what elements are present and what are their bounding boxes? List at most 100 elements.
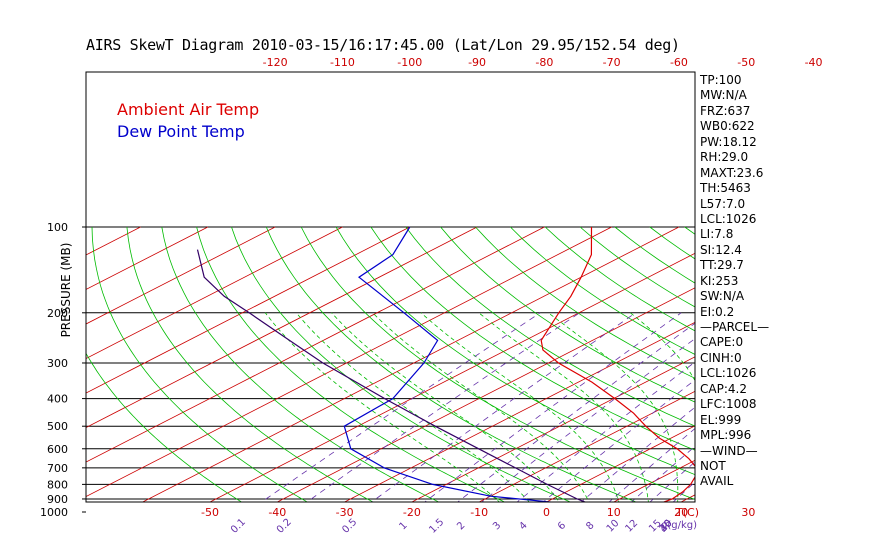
temperature-line [540, 226, 695, 502]
sounding-index-item: MPL:996 [700, 428, 752, 443]
mixing-ratio-tick-label: 4 [517, 520, 529, 532]
dry-adiabat-line [335, 226, 695, 476]
dry-adiabat-line [370, 226, 695, 451]
y-axis-label: PRESSURE (MB) [59, 242, 73, 338]
dry-adiabat-line [300, 226, 695, 500]
sounding-index-item: TT:29.7 [700, 258, 744, 273]
dry-adiabat-line [126, 226, 374, 502]
mixing-ratio-line [424, 312, 682, 502]
mixing-ratio-line [580, 406, 695, 502]
top-temp-tick-label: -120 [263, 56, 288, 69]
bottom-temp-tick-label: 20 [674, 506, 688, 519]
top-temp-tick-label: -60 [670, 56, 688, 69]
isotherm-line [86, 226, 612, 498]
mixing-ratio-line [516, 361, 695, 502]
sounding-index-item: EI:0.2 [700, 304, 735, 319]
dry-adiabat-line [440, 226, 695, 403]
sounding-index-item: TP:100 [700, 73, 742, 87]
mixing-ratio-line [672, 481, 695, 502]
bottom-temp-tick-label: 10 [607, 506, 621, 519]
pressure-tick-label: 500 [47, 420, 68, 433]
dry-adiabat-line [859, 227, 870, 518]
dry-adiabat-line [265, 226, 638, 502]
isotherm-line [0, 227, 6, 518]
isotherm-line [86, 226, 478, 428]
bottom-temp-tick-label: -50 [201, 506, 219, 519]
mixing-ratio-tick-label: 10 [605, 518, 622, 535]
sounding-index-item: EL:999 [700, 412, 742, 427]
dry-adiabat-line [510, 226, 695, 355]
mixing-ratio-line [649, 461, 695, 502]
top-temp-tick-label: -90 [468, 56, 486, 69]
dry-adiabat-line [824, 227, 870, 518]
mixing-ratio-line [260, 312, 541, 502]
pressure-tick-label: 1000 [40, 506, 68, 519]
sounding-index-item: PW:18.12 [700, 134, 757, 149]
sounding-index-item: FRZ:637 [700, 103, 751, 118]
sounding-index-item: L57:7.0 [700, 196, 746, 211]
dry-adiabat-line [86, 352, 243, 502]
moist-adiabat-line [372, 312, 590, 502]
bottom-temp-tick-label: -40 [268, 506, 286, 519]
isotherm-line [276, 287, 695, 502]
sounding-index-item: KI:253 [700, 273, 739, 288]
bottom-temp-tick-label: 0 [543, 506, 550, 519]
dry-adiabat-line [475, 226, 695, 379]
dry-adiabat-line [196, 226, 506, 502]
sounding-index-item: CAPE:0 [700, 335, 744, 350]
moist-adiabat-line [420, 312, 620, 502]
mixing-ratio-tick-label: 8 [584, 520, 596, 532]
mixing-ratio-tick-label: 1.5 [427, 517, 446, 536]
top-temp-tick-label: -100 [397, 56, 422, 69]
bottom-temp-tick-label: -10 [470, 506, 488, 519]
isotherm-line [612, 459, 695, 502]
pressure-tick-label: 300 [47, 357, 68, 370]
sounding-index-item: CINH:0 [700, 350, 742, 365]
sounding-indices: TP:100 MW:N/A FRZ:637 WB0:622 PW:18.12 RH:29.… [700, 73, 790, 490]
sounding-index-item: LFC:1008 [700, 397, 757, 412]
isotherm-line [209, 252, 695, 502]
bottom-temp-tick-label: -20 [403, 506, 421, 519]
moist-adiabat-line [264, 312, 500, 502]
isotherm-line [784, 227, 870, 518]
bottom-temp-tick-label: 30 [741, 506, 755, 519]
mixing-ratio-line [630, 445, 695, 502]
dry-adiabat-line [231, 226, 572, 502]
sounding-index-item: SW:N/A [700, 289, 745, 304]
pressure-tick-label: 700 [47, 462, 68, 475]
top-temp-tick-label: -50 [737, 56, 755, 69]
plot-frame [85, 71, 696, 503]
sounding-index-item: AVAIL [700, 474, 734, 489]
sounding-index-item: CAP:4.2 [700, 381, 747, 396]
sounding-index-item: RH:29.0 [700, 150, 749, 165]
sounding-index-item: —PARCEL— [700, 320, 770, 334]
dry-adiabat-line [789, 227, 870, 518]
pressure-tick-label: 900 [47, 493, 68, 506]
moist-adiabat-line [478, 312, 649, 502]
grid-lines [0, 226, 870, 518]
mixing-ratio-line [608, 428, 695, 502]
isotherm-line [141, 226, 680, 502]
mixing-ratio-tick-label: 2 [455, 520, 467, 532]
pressure-tick-label: 400 [47, 393, 68, 406]
pressure-tick-label: 100 [47, 221, 68, 234]
moist-adiabat-line [629, 312, 695, 382]
top-temp-tick-label: -80 [535, 56, 553, 69]
mixing-ratio-tick-label: 0.5 [340, 517, 359, 536]
sounding-index-item: SI:12.4 [700, 242, 742, 257]
bottom-temp-tick-label: -30 [336, 506, 354, 519]
sounding-index-item: LCL:1026 [700, 366, 757, 381]
sounding-index-item: —WIND— [700, 443, 758, 458]
isotherm-line [86, 226, 276, 325]
chart-title: AIRS SkewT Diagram 2010-03-15/16:17:45.0… [86, 36, 680, 54]
dry-adiabat-line [405, 226, 695, 427]
mixing-ratio-line [306, 312, 580, 502]
pressure-tick-label: 800 [47, 478, 68, 491]
mixing-ratio-line [481, 338, 695, 502]
top-temp-tick-label: -40 [805, 56, 823, 69]
pressure-tick-label: 200 [47, 307, 68, 320]
isotherm-line [86, 226, 545, 463]
sounding-index-item: MAXT:23.6 [700, 165, 764, 180]
mixing-ratio-tick-label: 12 [624, 518, 641, 535]
